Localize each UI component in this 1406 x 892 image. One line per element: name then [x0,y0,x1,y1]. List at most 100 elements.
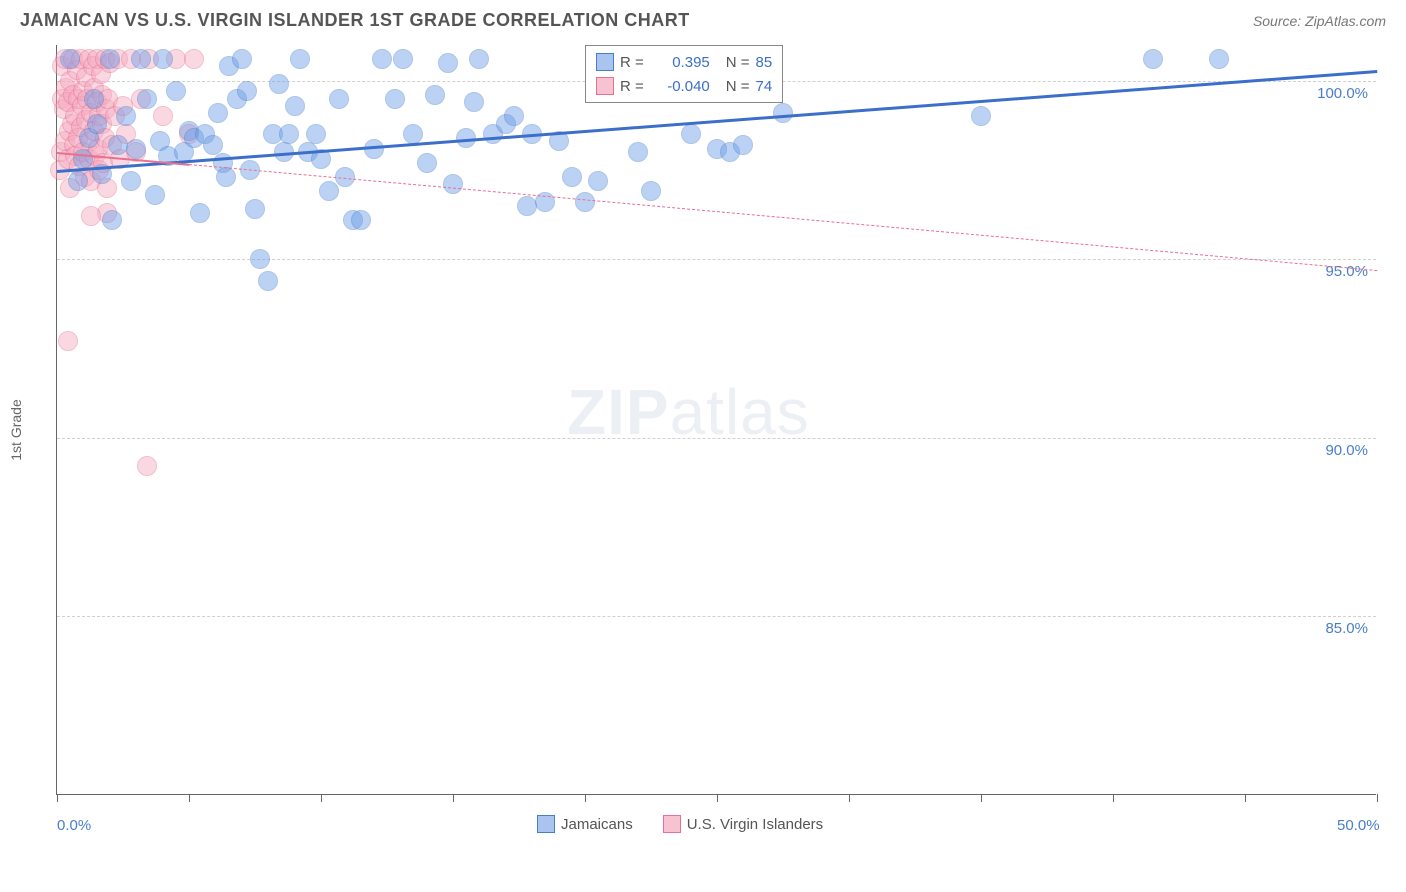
chart-title: JAMAICAN VS U.S. VIRGIN ISLANDER 1ST GRA… [20,10,690,31]
legend-label: U.S. Virgin Islanders [687,816,823,833]
scatter-point [403,124,423,144]
scatter-point [102,210,122,230]
legend-swatch [596,53,614,71]
scatter-point [232,49,252,69]
scatter-point [73,149,93,169]
scatter-point [245,199,265,219]
scatter-point [438,53,458,73]
scatter-point [81,206,101,226]
scatter-point [153,49,173,69]
r-label: R = [620,78,644,95]
scatter-point [562,167,582,187]
scatter-point [269,74,289,94]
scatter-point [575,192,595,212]
scatter-point [258,271,278,291]
scatter-point [517,196,537,216]
scatter-point [166,81,186,101]
scatter-point [84,89,104,109]
legend-swatch [663,815,681,833]
scatter-point [319,181,339,201]
scatter-point [137,456,157,476]
y-tick-label: 100.0% [1317,85,1368,102]
scatter-point [469,49,489,69]
scatter-point [100,49,120,69]
legend-label: Jamaicans [561,816,633,833]
scatter-point [216,167,236,187]
n-value: 74 [756,78,773,95]
scatter-point [184,49,204,69]
n-label: N = [726,78,750,95]
scatter-point [681,124,701,144]
x-tick [717,794,718,802]
x-tick [849,794,850,802]
x-tick [1113,794,1114,802]
scatter-point [628,142,648,162]
scatter-point [121,171,141,191]
chart-header: JAMAICAN VS U.S. VIRGIN ISLANDER 1ST GRA… [0,0,1406,35]
scatter-point [68,171,88,191]
scatter-point [131,49,151,69]
n-value: 85 [756,54,773,71]
series-legend: Jamaicans U.S. Virgin Islanders [537,815,823,833]
y-axis-label: 1st Grade [8,399,24,460]
scatter-point [58,331,78,351]
scatter-point [250,249,270,269]
scatter-point [145,185,165,205]
scatter-point [385,89,405,109]
scatter-point [1209,49,1229,69]
x-tick [981,794,982,802]
legend-swatch [596,77,614,95]
scatter-point [417,153,437,173]
x-tick [321,794,322,802]
scatter-point [329,89,349,109]
scatter-point [733,135,753,155]
legend-item: Jamaicans [537,815,633,833]
scatter-point [208,103,228,123]
legend-row: R = -0.040 N = 74 [596,74,772,98]
plot-area: ZIPatlas 85.0%90.0%95.0%100.0%0.0%50.0%R… [56,45,1376,795]
legend-swatch [537,815,555,833]
scatter-point [203,135,223,155]
source-label: Source: ZipAtlas.com [1253,13,1386,29]
scatter-point [351,210,371,230]
scatter-point [393,49,413,69]
scatter-point [87,114,107,134]
r-label: R = [620,54,644,71]
scatter-point [641,181,661,201]
scatter-point [372,49,392,69]
scatter-point [116,106,136,126]
scatter-point [971,106,991,126]
y-tick-label: 90.0% [1325,442,1368,459]
scatter-point [237,81,257,101]
x-tick [57,794,58,802]
scatter-point [1143,49,1163,69]
y-tick-label: 85.0% [1325,620,1368,637]
scatter-point [588,171,608,191]
chart-container: 1st Grade ZIPatlas 85.0%90.0%95.0%100.0%… [20,35,1386,825]
scatter-point [285,96,305,116]
x-tick [585,794,586,802]
legend-row: R = 0.395 N = 85 [596,50,772,74]
scatter-point [279,124,299,144]
x-tick-label: 50.0% [1337,817,1380,834]
scatter-point [306,124,326,144]
scatter-point [153,106,173,126]
scatter-point [425,85,445,105]
scatter-point [108,135,128,155]
n-label: N = [726,54,750,71]
r-value: 0.395 [650,54,710,71]
scatter-point [504,106,524,126]
scatter-point [464,92,484,112]
scatter-point [443,174,463,194]
x-tick [1377,794,1378,802]
gridline-h [57,616,1376,617]
scatter-point [126,139,146,159]
x-tick-label: 0.0% [57,817,91,834]
scatter-point [60,49,80,69]
gridline-h [57,438,1376,439]
legend-item: U.S. Virgin Islanders [663,815,823,833]
x-tick [1245,794,1246,802]
x-tick [453,794,454,802]
r-value: -0.040 [650,78,710,95]
correlation-legend: R = 0.395 N = 85 R = -0.040 N = 74 [585,45,783,103]
